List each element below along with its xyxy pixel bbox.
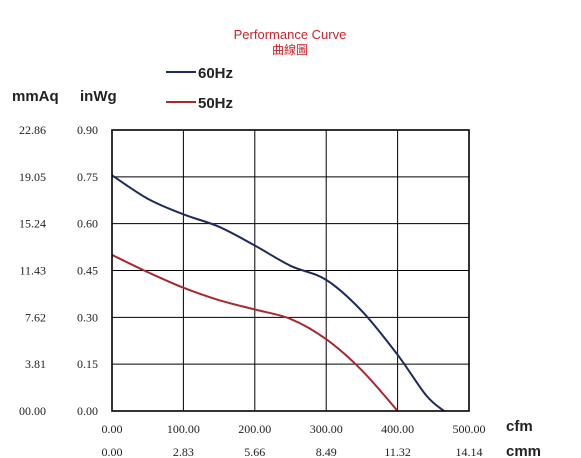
- y-tick-label-mmaq: 15.24: [19, 217, 46, 231]
- series-line-60hz: [111, 174, 445, 412]
- x-tick-label-cmm: 5.66: [244, 445, 265, 458]
- x-tick-label-cfm: 200.00: [238, 422, 271, 436]
- legend: 60Hz 50Hz: [166, 65, 233, 112]
- series-lines: [111, 174, 445, 412]
- chart-subtitle: 曲線圖: [272, 42, 308, 57]
- x-unit-cmm: cmm: [506, 443, 541, 458]
- y-tick-label-inwg: 0.90: [77, 123, 98, 137]
- y-tick-label-mmaq: 7.62: [25, 310, 46, 324]
- y-tick-label-mmaq: 3.81: [25, 357, 46, 371]
- y-tick-label-inwg: 0.75: [77, 170, 98, 184]
- y-unit-mmaq: mmAq: [12, 88, 59, 105]
- legend-label-60hz: 60Hz: [198, 65, 233, 82]
- x-tick-label-cfm: 0.00: [102, 422, 123, 436]
- y-tick-label-mmaq: 19.05: [19, 170, 46, 184]
- y-tick-label-inwg: 0.45: [77, 264, 98, 278]
- y-tick-label-mmaq: 00.00: [19, 404, 46, 418]
- chart-title: Performance Curve: [234, 27, 347, 42]
- x-tick-label-cmm: 0.00: [102, 445, 123, 458]
- y-tick-label-inwg: 0.15: [77, 357, 98, 371]
- x-tick-label-cfm: 300.00: [310, 422, 343, 436]
- x-tick-label-cfm: 500.00: [453, 422, 486, 436]
- y-tick-label-inwg: 0.30: [77, 310, 98, 324]
- tick-labels: 00.00 0.00 3.81 0.15 7.62 0.30 11.43 0.45 15.24 0…: [19, 123, 486, 458]
- y-tick-label-inwg: 0.00: [77, 404, 98, 418]
- plot-frame: [111, 129, 470, 412]
- y-tick-label-inwg: 0.60: [77, 217, 98, 231]
- series-line-50hz: [111, 253, 399, 412]
- x-tick-label-cfm: 100.00: [167, 422, 200, 436]
- x-tick-label-cmm: 14.14: [456, 445, 483, 458]
- x-tick-label-cmm: 8.49: [316, 445, 337, 458]
- x-tick-label-cmm: 11.32: [384, 445, 411, 458]
- x-unit-cfm: cfm: [506, 418, 533, 435]
- grid: [112, 130, 469, 411]
- y-tick-label-mmaq: 11.43: [19, 264, 46, 278]
- x-tick-label-cmm: 2.83: [173, 445, 194, 458]
- y-unit-inwg: inWg: [80, 88, 117, 105]
- y-tick-label-mmaq: 22.86: [19, 123, 46, 137]
- legend-label-50hz: 50Hz: [198, 95, 233, 112]
- x-tick-label-cfm: 400.00: [381, 422, 414, 436]
